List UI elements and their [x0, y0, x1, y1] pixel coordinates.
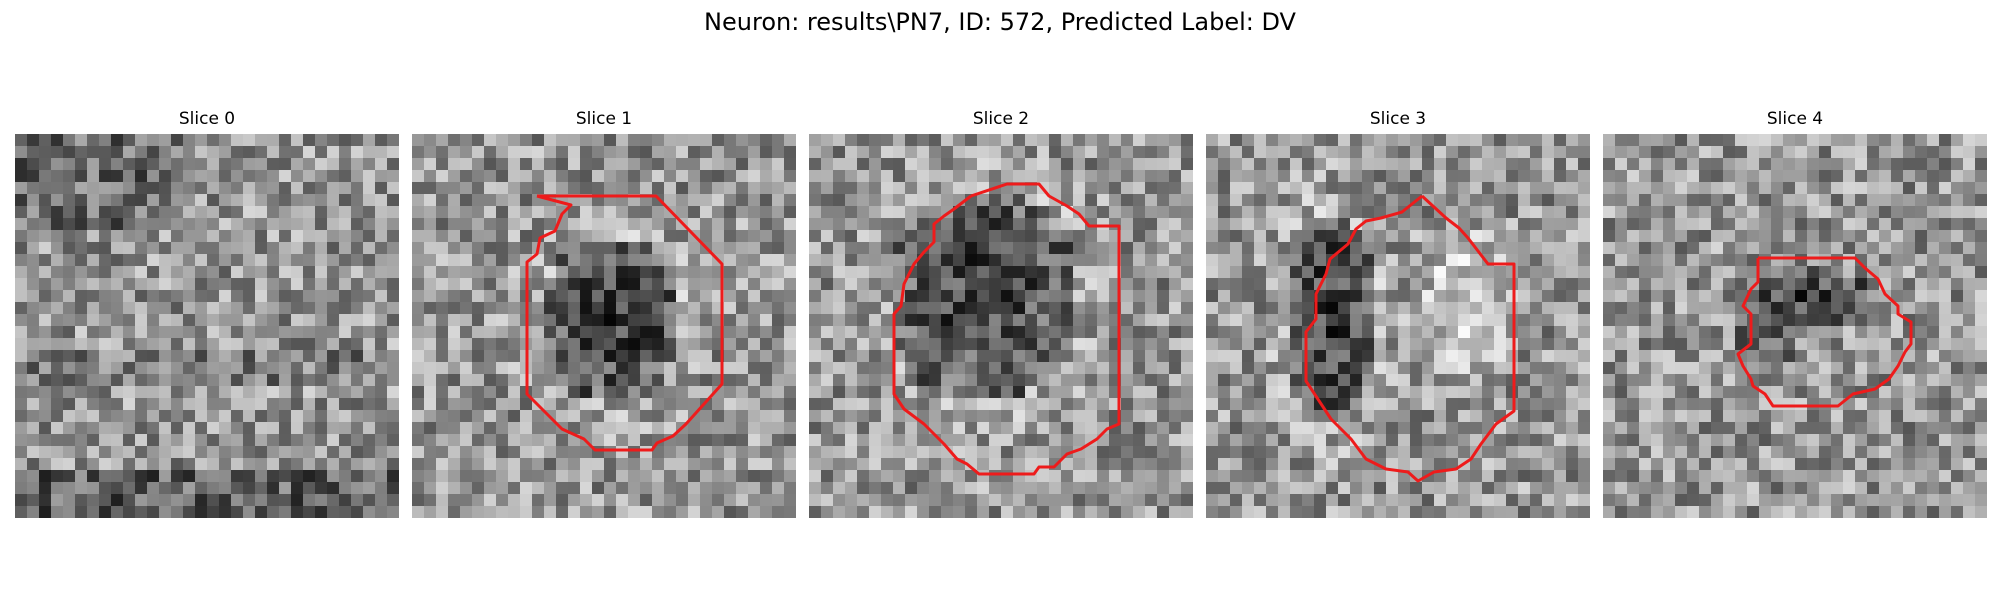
grayscale-image — [1603, 134, 1987, 518]
slice-panel-1: Slice 1 — [412, 108, 796, 518]
grayscale-image — [412, 134, 796, 518]
slice-title: Slice 1 — [575, 109, 633, 129]
figure-title: Neuron: results\PN7, ID: 572, Predicted … — [704, 8, 1296, 36]
slice-image — [1603, 134, 1987, 518]
slice-image — [15, 134, 399, 518]
grayscale-image — [15, 134, 399, 518]
slice-panel-3: Slice 3 — [1206, 108, 1590, 518]
neuron-contour — [1304, 194, 1516, 483]
slice-image — [809, 134, 1193, 518]
contour-overlay — [892, 182, 1121, 476]
slice-title: Slice 3 — [1369, 109, 1427, 129]
neuron-contour — [892, 182, 1121, 476]
neuron-contour — [1736, 256, 1913, 408]
contour-overlay — [15, 134, 399, 518]
slice-panel-4: Slice 4 — [1603, 108, 1987, 518]
slice-title: Slice 4 — [1766, 109, 1824, 129]
slice-title: Slice 0 — [178, 109, 236, 129]
contour-overlay — [1736, 256, 1913, 408]
neuron-contour — [525, 194, 724, 452]
slice-panel-0: Slice 0 — [15, 108, 399, 518]
slice-title: Slice 2 — [972, 109, 1030, 129]
slice-image — [412, 134, 796, 518]
grayscale-image — [809, 134, 1193, 518]
slice-image — [1206, 134, 1590, 518]
contour-overlay — [1304, 194, 1516, 483]
slice-panel-2: Slice 2 — [809, 108, 1193, 518]
contour-overlay — [525, 194, 724, 452]
grayscale-image — [1206, 134, 1590, 518]
